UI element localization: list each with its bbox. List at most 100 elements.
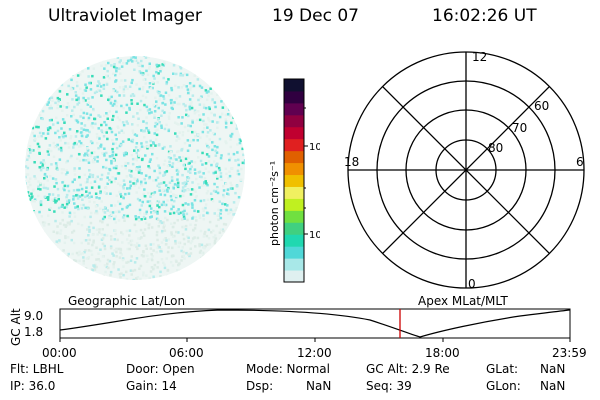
- image-pixel: [25, 267, 28, 270]
- image-pixel: [39, 203, 43, 207]
- image-pixel: [93, 268, 97, 271]
- image-pixel: [137, 149, 140, 152]
- image-pixel: [217, 208, 220, 211]
- image-pixel: [214, 237, 218, 240]
- colorbar-block: [284, 222, 304, 235]
- image-pixel: [104, 166, 108, 170]
- colorbar-block: [284, 114, 304, 128]
- image-pixel: [86, 180, 89, 184]
- image-pixel: [125, 111, 128, 114]
- image-pixel: [92, 56, 95, 58]
- image-pixel: [204, 162, 208, 165]
- image-pixel: [36, 250, 39, 254]
- image-pixel: [195, 219, 198, 222]
- image-pixel: [122, 94, 126, 97]
- image-pixel: [85, 159, 88, 162]
- image-pixel: [219, 82, 222, 85]
- image-pixel: [214, 149, 217, 153]
- image-pixel: [118, 67, 121, 70]
- image-pixel: [28, 80, 31, 84]
- image-pixel: [60, 127, 63, 130]
- image-pixel: [141, 73, 145, 77]
- image-pixel: [235, 73, 239, 76]
- image-pixel: [72, 113, 75, 117]
- image-pixel: [155, 70, 158, 74]
- image-pixel: [70, 154, 73, 158]
- image-pixel: [226, 188, 230, 191]
- image-pixel: [78, 195, 82, 198]
- image-pixel: [115, 138, 118, 141]
- image-pixel: [211, 148, 214, 152]
- image-pixel: [102, 152, 106, 156]
- image-pixel: [102, 130, 106, 134]
- image-pixel: [74, 278, 78, 280]
- image-pixel: [190, 101, 193, 104]
- image-pixel: [53, 64, 56, 67]
- image-pixel: [196, 66, 199, 69]
- image-pixel: [149, 139, 152, 143]
- image-pixel: [230, 54, 233, 57]
- image-pixel: [177, 284, 180, 287]
- image-pixel: [86, 147, 89, 150]
- image-pixel: [229, 285, 232, 288]
- image-pixel: [76, 130, 79, 133]
- image-pixel: [126, 87, 129, 91]
- mlt-label-6: 6: [576, 155, 584, 169]
- image-pixel: [207, 71, 210, 74]
- image-pixel: [185, 113, 188, 117]
- image-pixel: [56, 103, 60, 106]
- mlat-label-60: 60: [534, 99, 549, 113]
- image-pixel: [78, 140, 81, 143]
- image-pixel: [52, 155, 56, 159]
- image-pixel: [161, 63, 164, 66]
- image-pixel: [237, 172, 241, 176]
- image-pixel: [115, 67, 118, 70]
- image-pixel: [36, 279, 40, 280]
- image-pixel: [198, 251, 202, 254]
- image-pixel: [179, 65, 182, 69]
- image-pixel: [36, 52, 39, 55]
- image-pixel: [143, 234, 146, 237]
- image-pixel: [142, 255, 145, 258]
- image-pixel: [169, 145, 172, 148]
- image-pixel: [118, 210, 121, 214]
- image-pixel: [75, 119, 79, 122]
- image-pixel: [72, 146, 75, 149]
- image-pixel: [95, 196, 98, 199]
- image-pixel: [71, 98, 74, 101]
- image-pixel: [20, 206, 23, 209]
- image-pixel: [228, 170, 231, 173]
- image-pixel: [232, 116, 235, 119]
- image-pixel: [50, 106, 53, 110]
- image-pixel: [113, 217, 116, 221]
- image-pixel: [93, 59, 96, 62]
- image-pixel: [41, 117, 44, 121]
- image-pixel: [113, 180, 117, 183]
- image-pixel: [193, 236, 196, 239]
- image-pixel: [160, 114, 163, 117]
- image-pixel: [199, 58, 203, 61]
- instrument-title: Ultraviolet Imager: [48, 6, 202, 26]
- image-pixel: [40, 102, 43, 105]
- image-pixel: [105, 151, 108, 155]
- image-pixel: [38, 151, 41, 155]
- image-pixel: [244, 133, 245, 137]
- image-pixel: [222, 195, 226, 199]
- image-pixel: [204, 263, 207, 267]
- image-pixel: [74, 206, 77, 209]
- glon-value: NaN: [540, 379, 566, 393]
- image-pixel: [90, 124, 93, 128]
- image-pixel: [227, 209, 230, 212]
- image-pixel: [40, 277, 43, 280]
- image-pixel: [219, 277, 222, 280]
- image-pixel: [181, 74, 185, 77]
- image-pixel: [30, 148, 34, 152]
- image-pixel: [138, 237, 142, 240]
- image-pixel: [27, 249, 30, 253]
- image-pixel: [152, 242, 155, 246]
- image-pixel: [123, 183, 126, 186]
- image-pixel: [177, 86, 180, 89]
- image-pixel: [211, 199, 215, 203]
- image-pixel: [182, 250, 185, 254]
- image-pixel: [213, 182, 216, 186]
